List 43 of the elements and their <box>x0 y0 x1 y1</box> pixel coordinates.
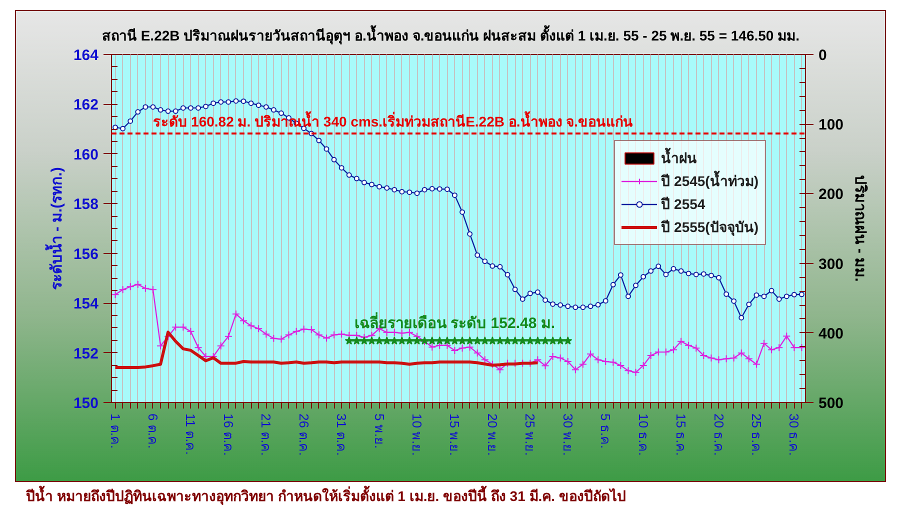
x-tick-label: 5 ธ.ค. <box>598 414 614 449</box>
y-tick-label: 164 <box>73 47 100 64</box>
y-axis-title: ระดับน้ำ - ม.(รทก.) <box>44 167 66 290</box>
y-tick-label: 160 <box>73 146 99 164</box>
x-tick-label: 10 พ.ย. <box>410 414 425 456</box>
x-tick-label: 20 ธ.ค. <box>711 414 726 456</box>
y-tick-label: 158 <box>73 196 99 214</box>
y2-tick-label: 500 <box>818 395 844 412</box>
annotation: เฉลี่ยรายเดือน ระดับ 152.48 ม. <box>354 312 556 332</box>
text: ปีน้ำ หมายถึงปีปฏิทินเฉพาะทางอุทกวิทยา กำหนดให้เริ่มตั้งแต่ 1 เม.ย. ของปีนี้ ถึง 31 มี.ค. ของปีถัดไป <box>26 486 626 506</box>
x-tick-label: 30 พ.ย. <box>560 414 576 456</box>
legend-label: ปี 2545(น้ำท่วม) <box>661 170 758 192</box>
y2-tick-label: 300 <box>818 256 844 273</box>
x-tick-label: 25 ธ.ค. <box>748 414 764 456</box>
legend-label: ปี 2555(ปัจจุบัน) <box>661 218 758 238</box>
x-tick-label: 31 ต.ค. <box>334 414 350 456</box>
x-tick-label: 21 ต.ค. <box>258 414 274 456</box>
x-tick-label: 10 ธ.ค. <box>636 414 651 456</box>
x-tick-label: 11 ต.ค. <box>183 414 198 455</box>
y-tick-label: 154 <box>73 296 100 313</box>
x-tick-label: 25 พ.ย. <box>522 414 538 456</box>
y2-axis-title: ปริมาณฝน - มม. <box>852 175 870 282</box>
x-tick-label: 15 พ.ย. <box>447 414 462 456</box>
line-series <box>114 330 540 369</box>
x-tick-label: 20 พ.ย. <box>484 414 500 456</box>
x-tick-label: 16 ต.ค. <box>220 414 236 456</box>
x-tick-label: 5 พ.ย. <box>372 414 387 449</box>
y-tick-label: 152 <box>73 345 99 362</box>
y2-tick-label: 100 <box>818 116 844 134</box>
x-tick-label: 6 ต.ค. <box>145 414 160 449</box>
chart-title: สถานี E.22B ปริมาณฝนรายวันสถานีอุตุฯ อ.น้ำพอง จ.ขอนแก่น ฝนสะสม ตั้งแต่ 1 เม.ย. 55 - 25 พ.ย. 55 = 146.50 มม. <box>102 24 800 44</box>
y2-tick-label: 0 <box>818 47 827 64</box>
x-tick-label: 15 ธ.ค. <box>674 414 689 456</box>
y2-tick-label: 200 <box>818 186 844 204</box>
y-tick-label: 150 <box>73 395 99 412</box>
x-tick-label: 1 ต.ค. <box>108 414 123 449</box>
y2-tick-label: 400 <box>818 325 844 342</box>
x-tick-label: 30 ธ.ค. <box>786 414 802 456</box>
x-tick-label: 26 ต.ค. <box>296 414 312 456</box>
legend-label: ปี 2554 <box>661 195 706 214</box>
y-tick-label: 156 <box>73 246 99 263</box>
legend-label: น้ำฝน <box>661 147 698 168</box>
y-tick-label: 162 <box>73 96 99 114</box>
